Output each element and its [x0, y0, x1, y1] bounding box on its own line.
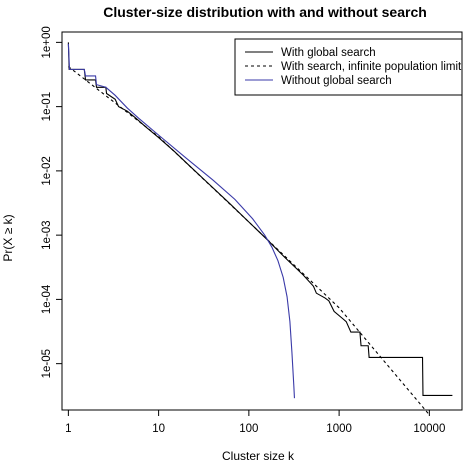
y-tick-label: 1e-04	[41, 284, 53, 314]
axes-layer: 1 10 100 1000 10000 1e+00 1e-01 1e-02 1e-03 1e-04…	[41, 26, 445, 435]
series-line-3	[67, 43, 295, 399]
legend: With global search With search, infinite …	[234, 38, 463, 96]
x-tick-label: 1	[65, 423, 71, 435]
y-tick-label: 1e+00	[41, 26, 53, 58]
plot-frame	[61, 31, 463, 411]
series-layer	[67, 42, 453, 416]
chart-title: Cluster-size distribution with and witho…	[103, 4, 427, 20]
y-axis-label: Pr(X ≥ k)	[1, 214, 15, 261]
y-tick-label: 1e-03	[41, 220, 53, 249]
x-tick-label: 1000	[326, 423, 352, 435]
legend-box	[234, 38, 463, 96]
y-tick-label: 1e-01	[41, 92, 53, 121]
x-axis-label: Cluster size k	[222, 449, 295, 463]
y-tick-label: 1e-05	[41, 349, 53, 378]
legend-label-1: With global search	[281, 47, 376, 59]
y-tick-label: 1e-02	[41, 156, 53, 185]
legend-label-2: With search, infinite population limit	[281, 61, 462, 73]
series-line-2	[68, 66, 430, 416]
legend-label-3: Without global search	[281, 75, 392, 87]
x-tick-label: 10	[152, 423, 165, 435]
x-tick-label: 10000	[413, 423, 445, 435]
x-tick-label: 100	[239, 423, 258, 435]
plot-area	[61, 31, 463, 411]
